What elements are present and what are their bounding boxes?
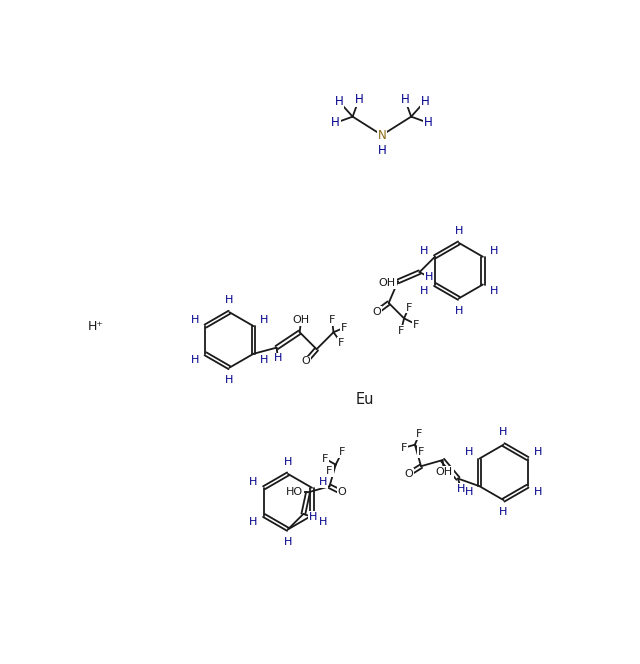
Text: H: H — [260, 355, 268, 365]
Text: F: F — [322, 454, 328, 463]
Text: OH: OH — [379, 278, 396, 288]
Text: H: H — [319, 477, 327, 487]
Text: F: F — [398, 326, 404, 336]
Text: H: H — [454, 226, 463, 236]
Text: H: H — [378, 144, 387, 157]
Text: H: H — [274, 353, 282, 363]
Text: HO: HO — [285, 487, 303, 497]
Text: H: H — [191, 315, 199, 325]
Text: H⁺: H⁺ — [88, 319, 104, 333]
Text: H: H — [499, 428, 508, 438]
Text: F: F — [338, 338, 344, 348]
Text: OH: OH — [292, 315, 310, 325]
Text: H: H — [225, 375, 234, 385]
Text: F: F — [339, 448, 345, 457]
Text: H: H — [424, 272, 433, 282]
Text: H: H — [319, 517, 327, 527]
Text: H: H — [355, 93, 363, 106]
Text: H: H — [249, 517, 257, 527]
Text: F: F — [413, 319, 420, 329]
Text: F: F — [341, 323, 348, 333]
Text: H: H — [249, 477, 257, 487]
Text: F: F — [326, 466, 333, 476]
Text: H: H — [420, 246, 428, 256]
Text: O: O — [404, 469, 413, 479]
Text: H: H — [260, 315, 268, 325]
Text: F: F — [406, 303, 412, 313]
Text: H: H — [490, 246, 498, 256]
Text: H: H — [191, 355, 199, 365]
Text: F: F — [329, 315, 335, 325]
Text: F: F — [416, 429, 422, 439]
Text: H: H — [499, 507, 508, 517]
Text: H: H — [284, 457, 292, 467]
Text: H: H — [465, 448, 473, 457]
Text: H: H — [454, 305, 463, 315]
Text: N: N — [378, 129, 387, 141]
Text: Eu: Eu — [356, 392, 374, 407]
Text: H: H — [534, 448, 543, 457]
Text: H: H — [490, 286, 498, 295]
Text: H: H — [308, 512, 317, 522]
Text: H: H — [284, 537, 292, 546]
Text: H: H — [424, 116, 433, 129]
Text: H: H — [225, 295, 234, 305]
Text: OH: OH — [436, 467, 452, 477]
Text: H: H — [420, 95, 429, 108]
Text: H: H — [465, 487, 473, 497]
Text: F: F — [401, 443, 407, 453]
Text: H: H — [420, 286, 428, 295]
Text: F: F — [418, 448, 424, 457]
Text: O: O — [337, 487, 346, 497]
Text: H: H — [534, 487, 543, 497]
Text: H: H — [332, 116, 340, 129]
Text: H: H — [335, 95, 343, 108]
Text: H: H — [401, 93, 410, 106]
Text: H: H — [457, 484, 465, 494]
Text: O: O — [372, 307, 381, 317]
Text: O: O — [301, 357, 310, 367]
